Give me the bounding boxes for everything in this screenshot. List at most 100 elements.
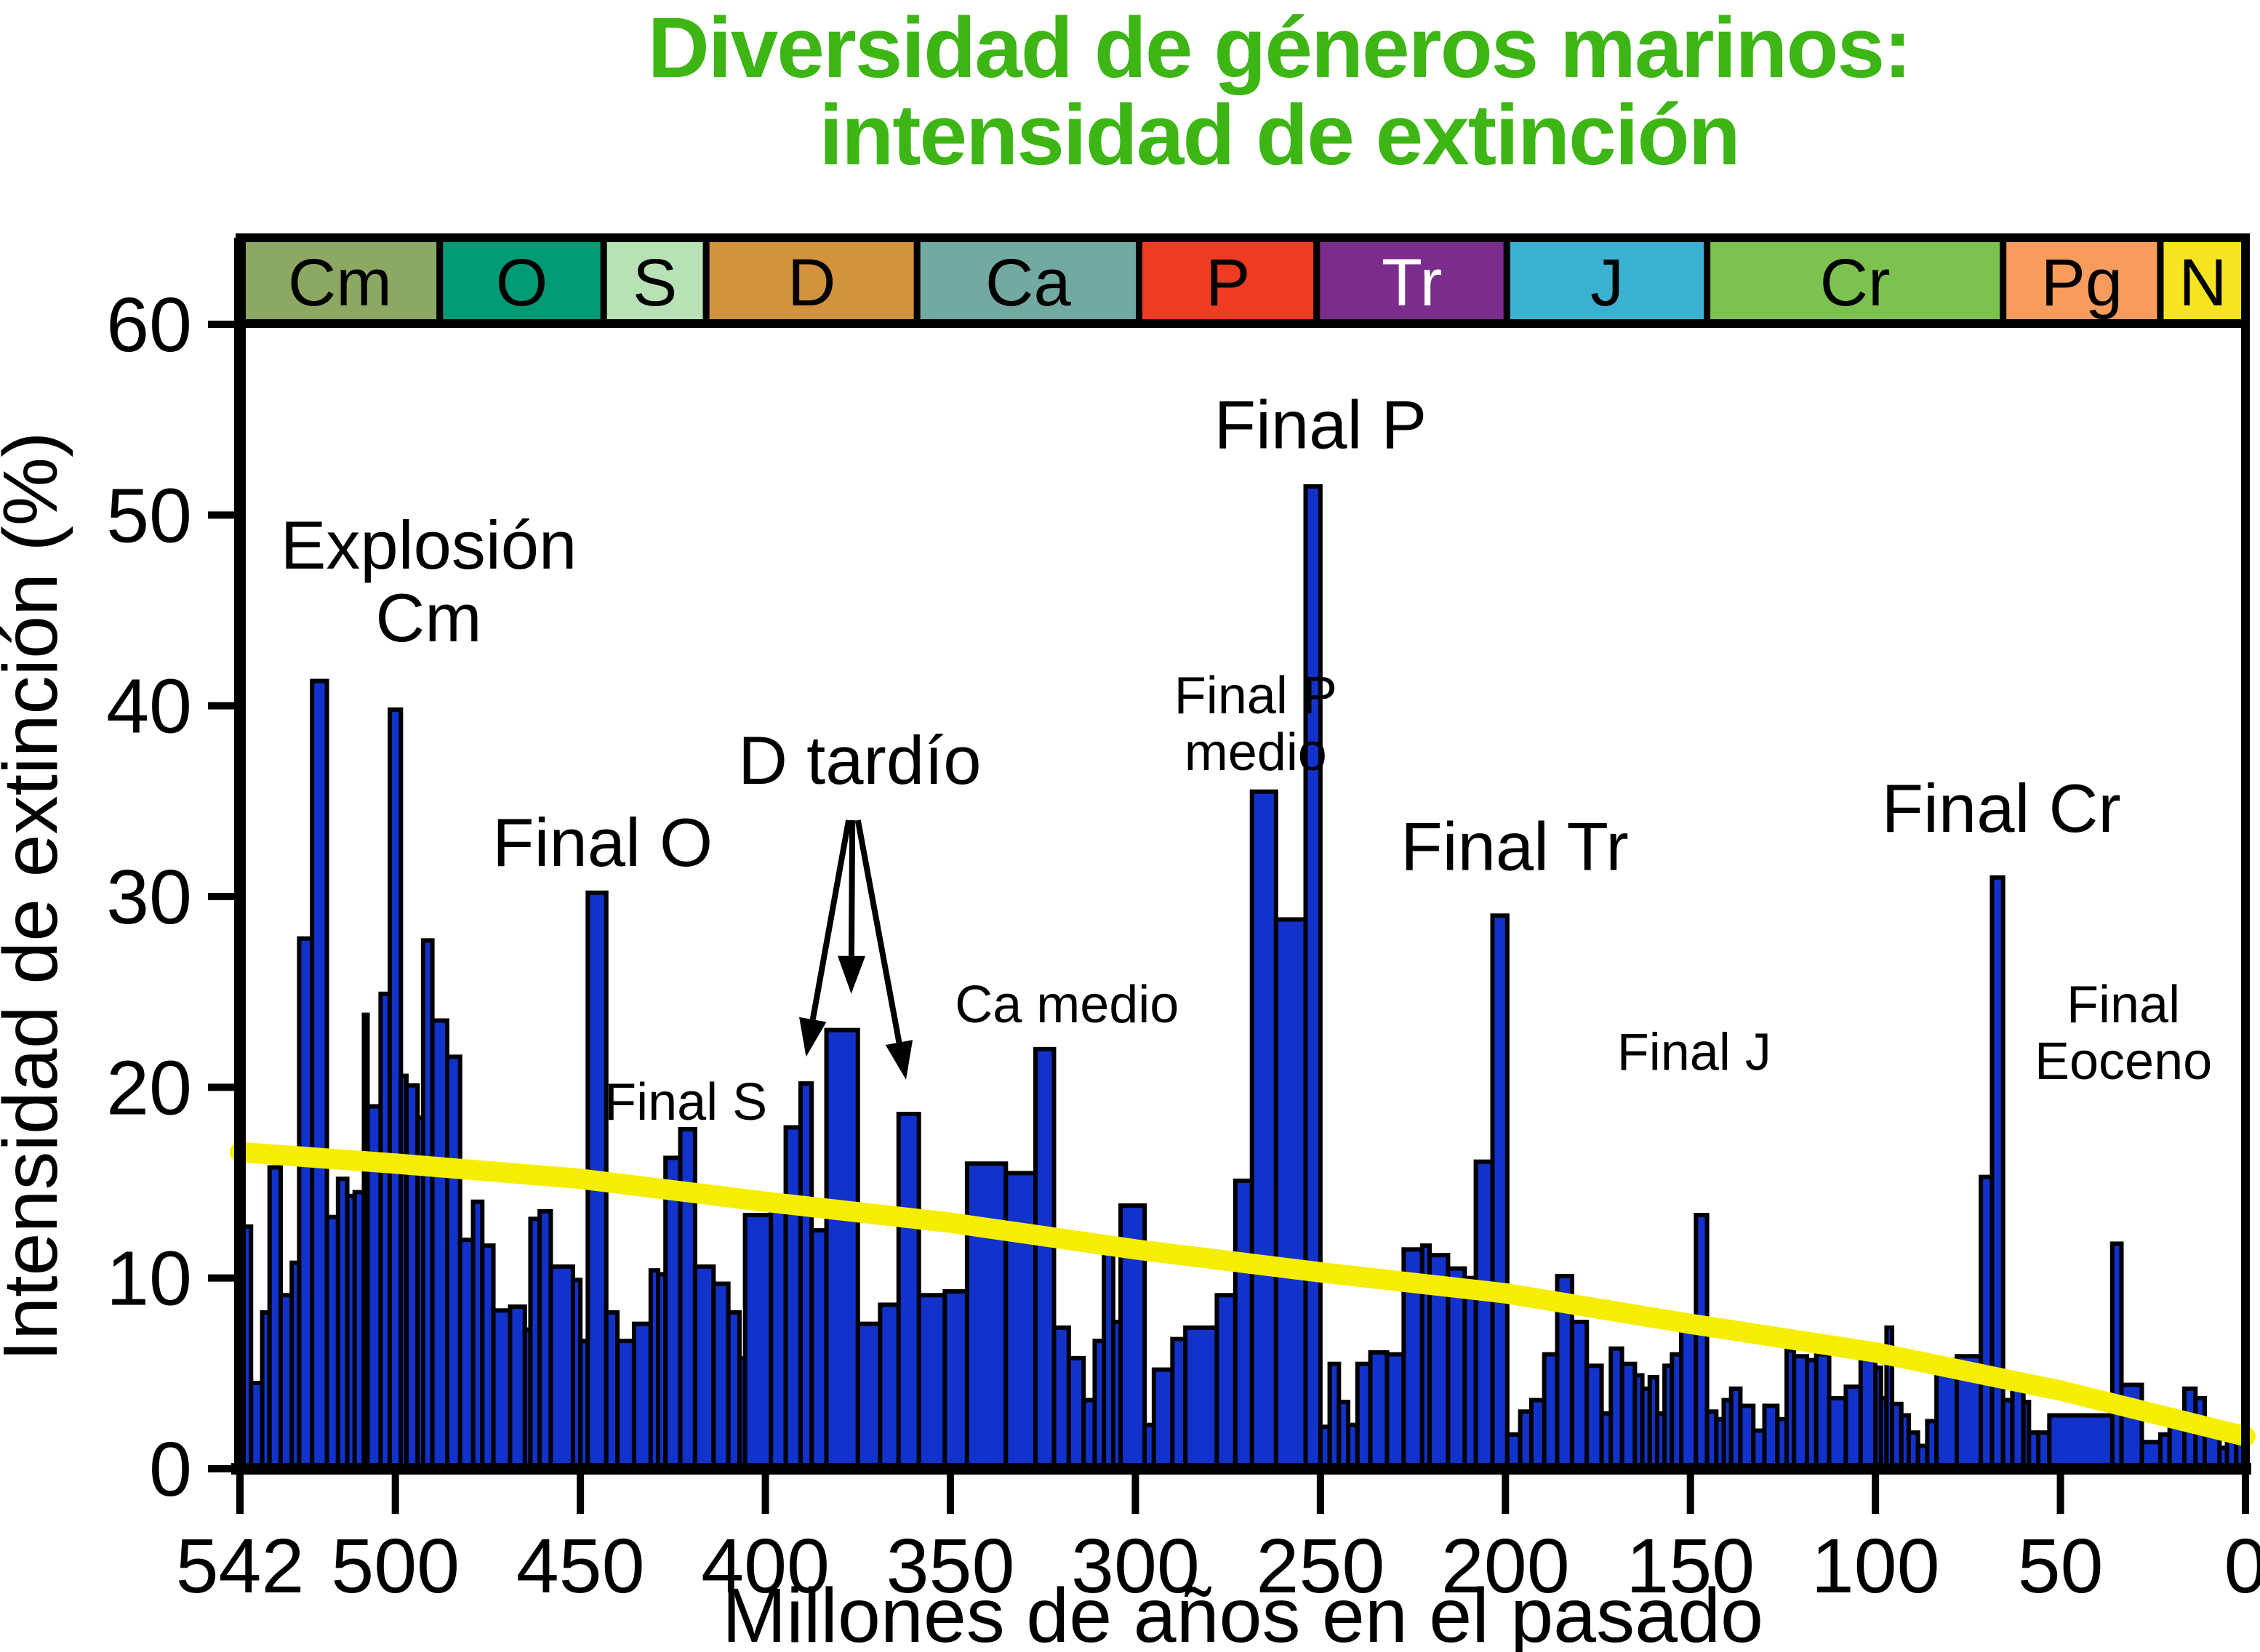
period-label-O: O <box>496 246 548 320</box>
bar <box>1151 1367 1175 1471</box>
period-label-Pg: Pg <box>2041 246 2123 320</box>
trend-line <box>230 1142 2256 1447</box>
annotation-explosion-cm-line1: Explosión <box>281 507 577 583</box>
bar <box>692 1264 716 1471</box>
x-tick-label: 50 <box>2018 1523 2104 1609</box>
x-tick-label: 350 <box>886 1523 1015 1609</box>
annotation-final-tr: Final Tr <box>1401 808 1628 884</box>
y-tick-label: 0 <box>149 1427 192 1512</box>
x-tick-label: 150 <box>1626 1523 1755 1609</box>
annotation-final-p-medio-line1: Final P <box>1174 667 1337 725</box>
bar <box>742 1213 774 1471</box>
bar <box>2047 1413 2115 1471</box>
bar <box>615 1339 636 1472</box>
bar <box>1033 1046 1057 1472</box>
y-tick-label: 20 <box>106 1045 192 1131</box>
period-label-Cm: Cm <box>288 246 392 320</box>
bar <box>783 1125 803 1471</box>
period-label-Ca: Ca <box>985 246 1071 320</box>
bar <box>1003 1171 1038 1471</box>
bar <box>1066 1355 1086 1472</box>
bar <box>1303 484 1323 1472</box>
period-label-N: N <box>2179 246 2227 320</box>
bar <box>1858 1355 1878 1472</box>
period-label-J: J <box>1590 246 1624 320</box>
bar <box>1183 1325 1219 1471</box>
bar <box>1385 1352 1406 1471</box>
bar <box>824 1027 860 1471</box>
annotation-final-eoceno-line2: Eoceno <box>2035 1032 2212 1091</box>
arrow-head-2 <box>837 955 865 994</box>
x-tick-label: 542 <box>176 1523 305 1609</box>
bar <box>1233 1178 1254 1472</box>
bar <box>1584 1363 1604 1471</box>
bar <box>631 1321 653 1472</box>
annotation-final-j: Final J <box>1617 1024 1771 1082</box>
x-tick-label: 100 <box>1811 1523 1940 1609</box>
chart-title-line1: Diversidad de géneros marinos: <box>647 0 1912 96</box>
bar <box>1678 1320 1699 1471</box>
period-Tr <box>1313 234 1510 327</box>
y-tick-label: 60 <box>106 282 192 368</box>
period-label-S: S <box>633 246 677 320</box>
bar <box>916 1293 947 1471</box>
bar <box>809 1228 829 1472</box>
x-tick-label: 450 <box>516 1523 645 1609</box>
y-tick-label: 30 <box>106 854 192 940</box>
y-axis-title: Intensidad de extinción (%) <box>0 432 73 1362</box>
bar <box>942 1289 969 1472</box>
bar <box>1843 1384 1863 1471</box>
annotation-final-eoceno-line1: Final <box>2067 976 2180 1034</box>
bar <box>548 1264 575 1471</box>
arrow-head-3 <box>885 1040 913 1080</box>
bar <box>855 1321 883 1472</box>
bar <box>1249 789 1278 1471</box>
x-tick-label: 500 <box>331 1523 460 1609</box>
annotation-final-s: Final S <box>604 1073 767 1131</box>
x-tick-label: 200 <box>1441 1523 1570 1609</box>
bar <box>1368 1350 1390 1472</box>
annotation-final-p-medio-line2: medio <box>1185 723 1327 782</box>
period-label-Tr: Tr <box>1382 246 1442 320</box>
x-tick-label: 300 <box>1071 1523 1200 1609</box>
arrow-line-1 <box>809 819 852 1020</box>
chart-title: Diversidad de géneros marinos: intensida… <box>298 4 2260 180</box>
x-tick-label: 250 <box>1256 1523 1385 1609</box>
period-label-D: D <box>788 246 836 320</box>
annotation-explosion-cm-line2: Cm <box>375 580 481 656</box>
bar <box>1827 1395 1848 1471</box>
annotation-final-p: Final P <box>1214 387 1427 463</box>
bar <box>1569 1320 1590 1471</box>
y-tick-label: 40 <box>106 664 192 750</box>
bar <box>430 1018 449 1472</box>
annotation-final-o: Final O <box>492 804 713 881</box>
bar <box>769 1195 788 1472</box>
bar <box>964 1161 1009 1472</box>
bar <box>1051 1325 1071 1471</box>
period-label-P: P <box>1206 246 1250 320</box>
bar <box>1473 1159 1495 1471</box>
x-axis-title: Millones de años en el pasado <box>722 1573 1763 1652</box>
arrow-line-3 <box>854 819 902 1043</box>
annotation-ca-medio: Ca medio <box>955 976 1179 1034</box>
x-tick-label: 0 <box>2224 1523 2260 1609</box>
y-tick-label: 50 <box>106 473 192 558</box>
y-tick-label: 10 <box>106 1236 192 1322</box>
bar <box>1214 1293 1238 1471</box>
bar <box>711 1281 731 1471</box>
arrow-head-1 <box>799 1017 827 1057</box>
bar <box>678 1127 697 1471</box>
bar <box>508 1304 527 1472</box>
annotation-d-tardio: D tardío <box>738 722 981 798</box>
period-label-Cr: Cr <box>1820 246 1891 320</box>
chart-title-line2: intensidad de extinción <box>819 87 1740 184</box>
x-tick-label: 400 <box>701 1523 830 1609</box>
annotation-final-cr: Final Cr <box>1882 770 2121 846</box>
bar <box>1490 913 1510 1471</box>
bar <box>491 1308 513 1471</box>
bar <box>896 1112 921 1472</box>
bar <box>2167 1422 2187 1471</box>
bar <box>663 1155 683 1471</box>
